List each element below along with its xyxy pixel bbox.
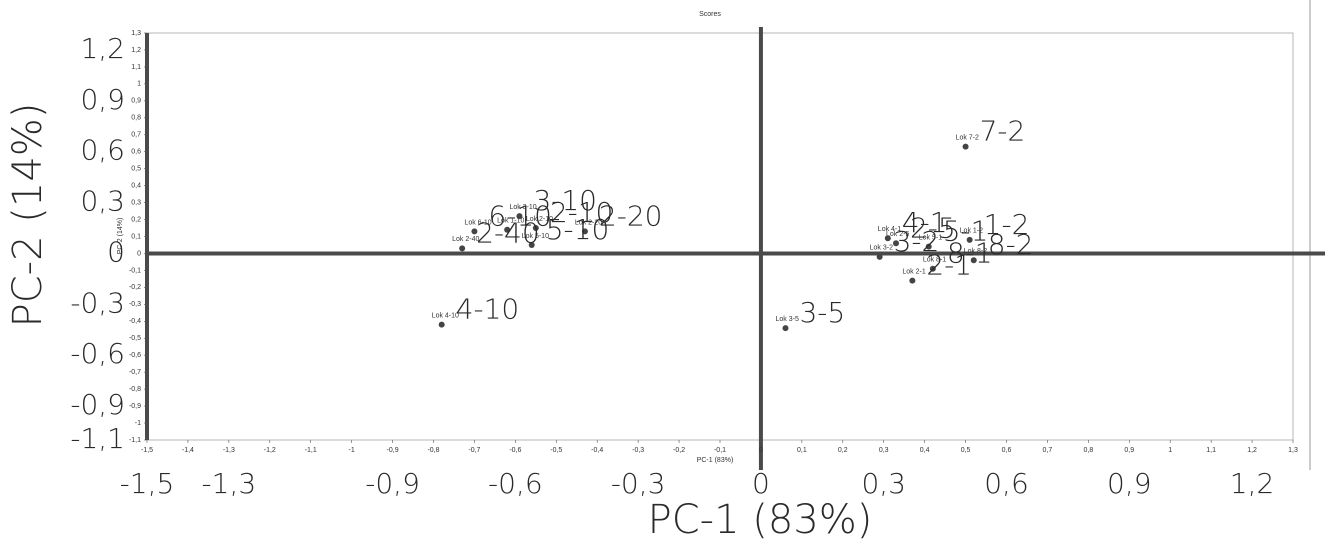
y-tick-label: 0,9 [131,98,141,105]
y-tick-label: -0,4 [129,318,141,325]
handwritten-x-tick: 0,9 [1107,467,1152,500]
x-tick-label: 0 [759,447,763,454]
x-tick-label: -0,6 [509,447,521,454]
handwritten-y-tick: -0,6 [70,337,125,370]
y-tick-label: 0 [137,250,141,257]
point-label: Lok 2-1 [902,268,925,275]
y-tick-label: 0,8 [131,115,141,122]
handwritten-point-label: 5-10 [546,213,610,246]
handwritten-x-tick: 0,6 [984,467,1029,500]
y-tick-label: 0,7 [131,132,141,139]
handwritten-x-tick: -0,9 [365,467,420,500]
chart: Scores PC-1 (83%) PC-2 (14%) PC-1 (83%) … [0,0,1325,555]
handwritten-point-label: 8-2 [988,228,1034,261]
x-tick-label: -0,2 [673,447,685,454]
point [439,322,445,328]
handwritten-point-label: 4-10 [456,293,520,326]
x-tick-label: 1 [1168,447,1172,454]
y-tick-label: -0,7 [129,369,141,376]
handwritten-point-label: 7-2 [980,115,1026,148]
handwritten-y-tick: 0,9 [80,83,125,116]
y-tick-label: -0,6 [129,352,141,359]
point [909,278,915,284]
x-tick-label: 1,1 [1206,447,1216,454]
x-tick-label: 0,1 [797,447,807,454]
x-tick-label: -0,4 [591,447,603,454]
x-tick-label: 1,3 [1288,447,1298,454]
y-tick-label: 1,2 [131,47,141,54]
y-tick-label: 1,3 [131,30,141,37]
x-tick-label: -0,3 [632,447,644,454]
y-tick-label: -0,8 [129,386,141,393]
y-tick-label: -0,1 [129,267,141,274]
y-tick-label: 0,6 [131,149,141,156]
x-tick-label: -0,1 [714,447,726,454]
handwritten-x-tick: -1,3 [202,467,257,500]
y-tick-label: 1,1 [131,64,141,71]
handwritten-point-label: 2-40 [476,216,540,249]
x-tick-label: 0,4 [920,447,930,454]
x-tick-label: 0,6 [1002,447,1012,454]
handwritten-y-tick: 0,3 [80,185,125,218]
point-label: Lok 3-2 [870,245,893,252]
point [782,325,788,331]
y-tick-label: -0,5 [129,335,141,342]
handwritten-x-tick: 0,3 [861,467,906,500]
point [963,144,969,150]
handwritten-x-tick: -1,5 [120,467,175,500]
handwritten-y-tick: -1,1 [70,422,125,455]
point-label: Lok 7-2 [956,134,979,141]
x-tick-label: 1,2 [1247,447,1257,454]
y-tick-label: 0,1 [131,233,141,240]
y-tick-label: 1 [137,81,141,88]
x-tick-label: 0,2 [838,447,848,454]
handwritten-x-tick: 0 [752,467,770,500]
x-tick-label: -0,9 [387,447,399,454]
x-tick-label: -1,3 [223,447,235,454]
point [877,254,883,260]
handwritten-y-tick: -0,9 [70,388,125,421]
chart-title: Scores [699,11,721,18]
x-axis-title: PC-1 (83%) [697,457,734,464]
handwritten-y-tick: -0,3 [70,286,125,319]
x-tick-label: -0,7 [468,447,480,454]
handwritten-x-title: PC-1 (83%) [648,497,873,543]
y-tick-label: -0,9 [129,403,141,410]
y-tick-label: 0,3 [131,199,141,206]
x-tick-label: 0,7 [1043,447,1053,454]
x-tick-label: -1 [349,447,355,454]
y-tick-label: -0,2 [129,284,141,291]
y-tick-label: -0,3 [129,301,141,308]
y-tick-label: -1 [135,420,141,427]
x-tick-label: -1,2 [264,447,276,454]
x-tick-label: 0,8 [1083,447,1093,454]
x-tick-label: -1,1 [305,447,317,454]
x-tick-label: 0,3 [879,447,889,454]
handwritten-x-tick: -0,3 [611,467,666,500]
y-tick-label: 0,5 [131,166,141,173]
x-tick-label: -0,5 [550,447,562,454]
point [459,245,465,251]
handwritten-y-tick: 0 [107,235,125,268]
handwritten-y-title: PC-2 (14%) [5,103,51,328]
handwritten-point-label: 3-2 [894,225,940,258]
handwritten-x-tick: -0,6 [488,467,543,500]
point-label: Lok 3-5 [775,316,798,323]
y-tick-label: 0,4 [131,182,141,189]
handwritten-x-tick: 1,2 [1230,467,1275,500]
handwritten-point-label: 3-5 [799,296,845,329]
x-tick-label: -1,5 [141,447,153,454]
y-tick-label: 0,2 [131,216,141,223]
x-tick-label: -1,4 [182,447,194,454]
handwritten-y-tick: 0,6 [80,134,125,167]
y-tick-label: -1,1 [129,437,141,444]
handwritten-y-tick: 1,2 [80,32,125,65]
x-tick-label: 0,5 [961,447,971,454]
x-tick-label: -0,8 [427,447,439,454]
x-tick-label: 0,9 [1124,447,1134,454]
